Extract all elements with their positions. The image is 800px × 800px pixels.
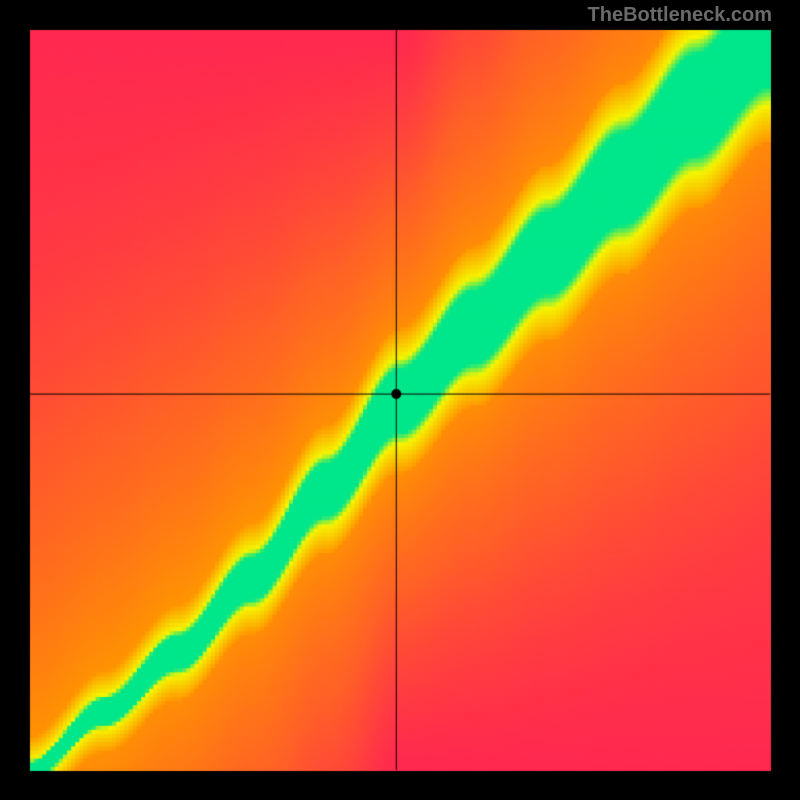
bottleneck-heatmap bbox=[0, 0, 800, 800]
chart-container: TheBottleneck.com bbox=[0, 0, 800, 800]
watermark-text: TheBottleneck.com bbox=[588, 4, 772, 27]
